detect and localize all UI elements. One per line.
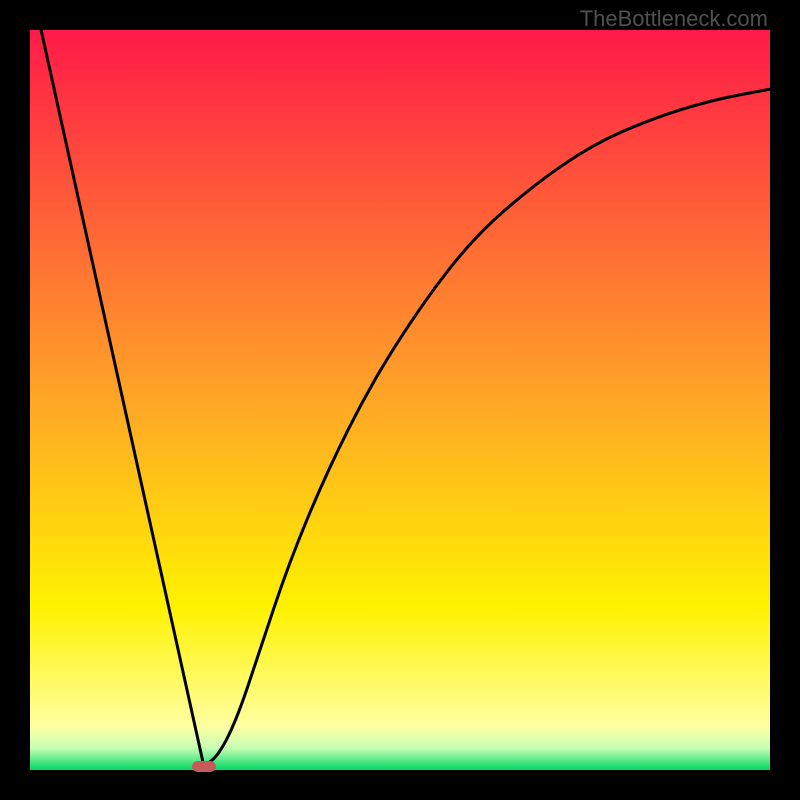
watermark: TheBottleneck.com: [580, 6, 768, 32]
curve-path: [41, 30, 770, 766]
curve-svg: [0, 0, 800, 800]
minimum-marker: [192, 761, 216, 772]
